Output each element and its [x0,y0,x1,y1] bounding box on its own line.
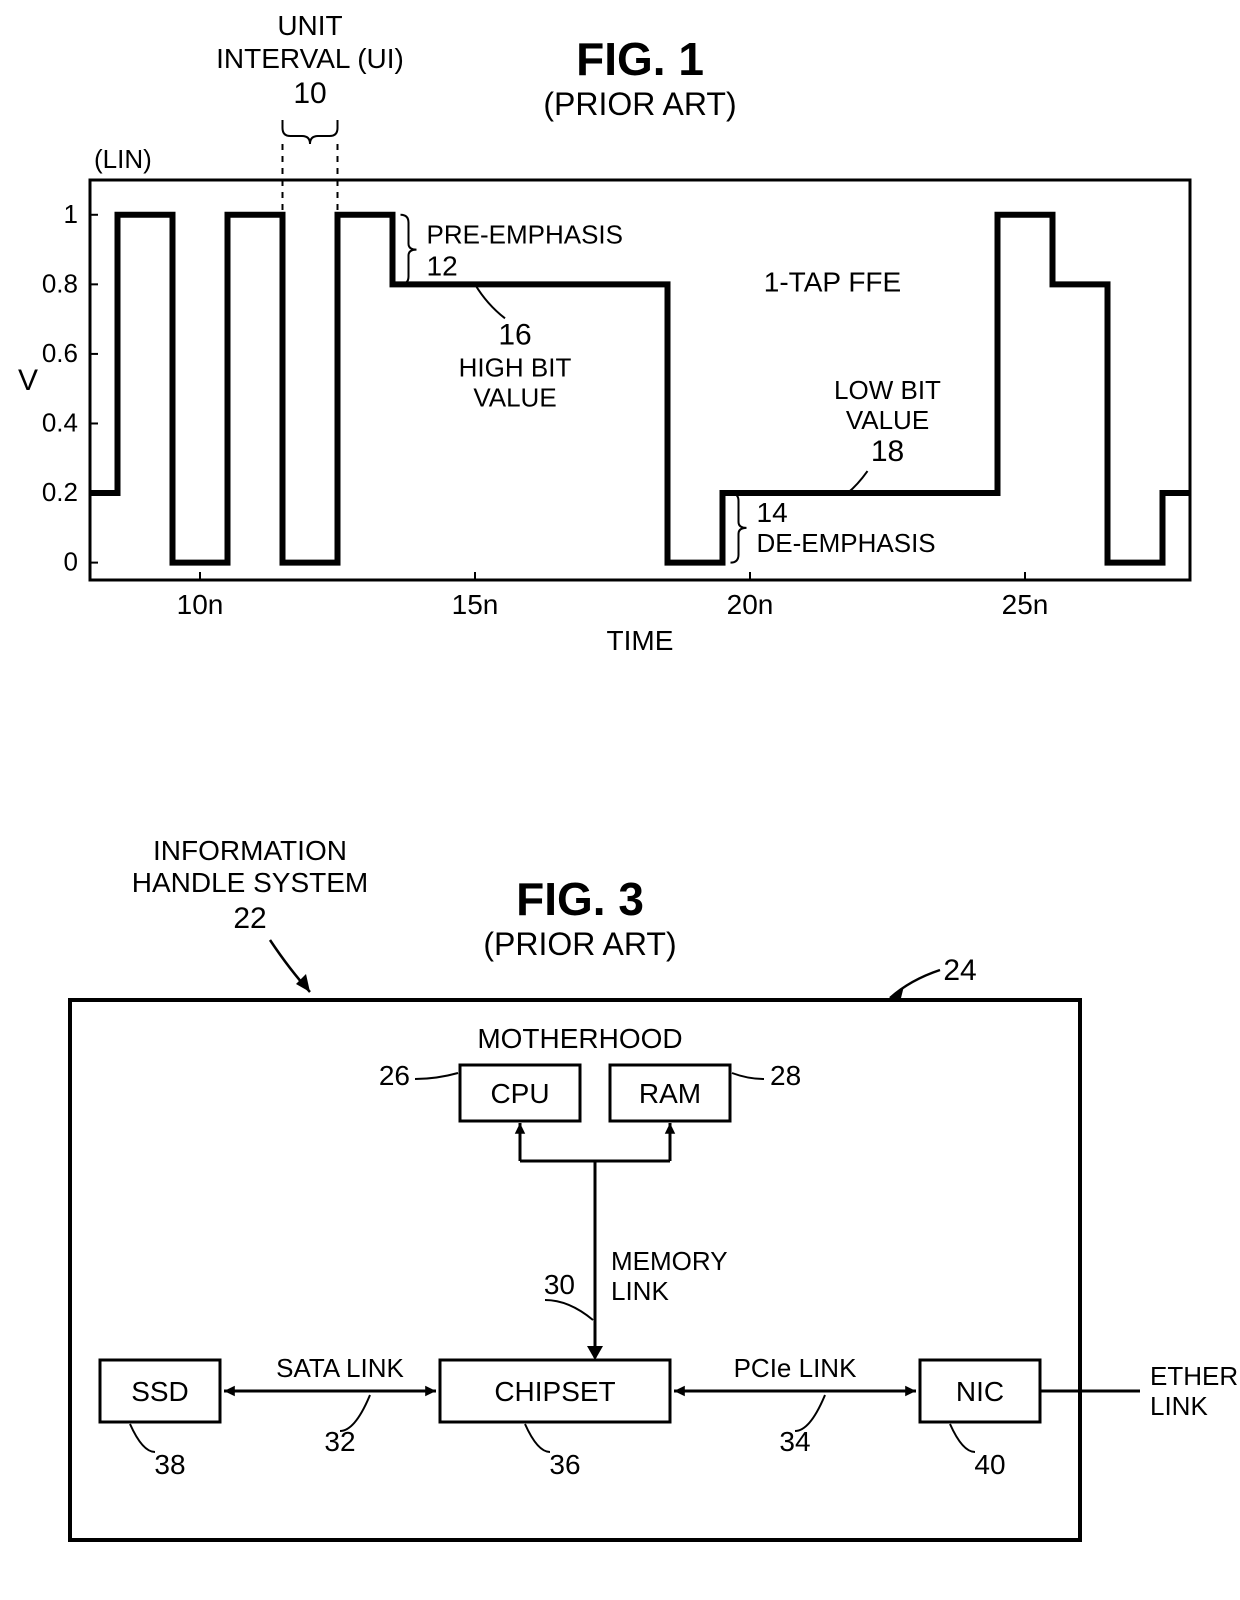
ref-leader [545,1300,593,1320]
ui-ref: 10 [293,77,326,110]
chipset-ref: 36 [549,1449,580,1480]
pcie-label: PCIe LINK [734,1353,857,1383]
chipset-box-label: CHIPSET [494,1376,615,1407]
fig3-title: FIG. 3 [516,873,644,925]
low-bit-1: LOW BIT [834,375,941,405]
pre-emph-label: PRE-EMPHASIS [427,220,624,250]
high-bit-ref: 16 [498,318,531,351]
high-bit-2: VALUE [473,382,556,412]
ihs-2: HANDLE SYSTEM [132,867,369,898]
ref-leader [130,1424,155,1452]
pre-emph-brace [401,215,417,285]
low-bit-ref: 18 [871,435,904,468]
arrowhead-icon [665,1123,675,1134]
chart-frame [90,180,1190,580]
xtick-label: 10n [177,589,224,620]
ui-label-2: INTERVAL (UI) [216,43,404,74]
ssd-box-label: SSD [131,1376,189,1407]
mb-ref: 24 [943,954,976,987]
ytick-label: 1 [64,199,78,229]
nic-box-label: NIC [956,1376,1004,1407]
arrowhead-icon [425,1386,436,1396]
xtick-label: 20n [727,589,774,620]
low-bit-leader [848,471,868,493]
nic-ref: 40 [974,1449,1005,1480]
ytick-label: 0.4 [42,407,78,437]
one-tap-label: 1-TAP FFE [764,266,901,297]
ui-label-1: UNIT [277,10,342,41]
low-bit-2: VALUE [846,405,929,435]
xtick-label: 15n [452,589,499,620]
ihs-1: INFORMATION [153,835,347,866]
ui-brace [283,120,338,144]
arrowhead-icon [905,1386,916,1396]
ref-leader [732,1073,764,1079]
arrowhead-icon [674,1386,685,1396]
ytick-label: 0.2 [42,477,78,507]
ytick-label: 0 [64,547,78,577]
cpu-box-label: CPU [490,1078,549,1109]
arrowhead-icon [224,1386,235,1396]
arrowhead-icon [515,1123,525,1134]
cpu-ref: 26 [379,1060,410,1091]
mem-ref: 30 [544,1269,575,1300]
de-emph-ref: 14 [757,497,788,528]
figure-1: FIG. 1(PRIOR ART)UNITINTERVAL (UI)10(LIN… [0,0,1240,760]
eth-2: LINK [1150,1391,1208,1421]
ssd-ref: 38 [154,1449,185,1480]
figure-3: FIG. 3(PRIOR ART) INFORMATIONHANDLE SYSTE… [0,820,1240,1600]
ytick-label: 0.6 [42,338,78,368]
waveform [90,215,1190,563]
sata-label: SATA LINK [276,1353,404,1383]
high-bit-1: HIGH BIT [459,352,572,382]
pre-emph-ref: 12 [427,251,458,282]
fig1-subtitle: (PRIOR ART) [543,86,736,122]
ihs-ref: 22 [233,902,266,935]
lin-label: (LIN) [94,144,152,174]
eth-1: ETHERNET [1150,1361,1240,1391]
ref-leader [415,1073,458,1079]
ram-box-label: RAM [639,1078,701,1109]
ylabel: V [18,364,38,397]
mem-link-1: MEMORY [611,1246,728,1276]
fig3-subtitle: (PRIOR ART) [483,926,676,962]
mem-link-2: LINK [611,1276,669,1306]
ref-leader [950,1424,975,1452]
xtick-label: 25n [1002,589,1049,620]
fig1-title: FIG. 1 [576,33,704,85]
motherhood-label: MOTHERHOOD [477,1023,682,1054]
xlabel: TIME [607,625,674,656]
high-bit-leader [475,284,505,318]
ytick-label: 0.8 [42,268,78,298]
ref-leader [525,1424,550,1452]
arrowhead-icon [587,1346,603,1360]
de-emph-label: DE-EMPHASIS [757,528,936,558]
ram-ref: 28 [770,1060,801,1091]
de-emph-brace [731,493,747,563]
